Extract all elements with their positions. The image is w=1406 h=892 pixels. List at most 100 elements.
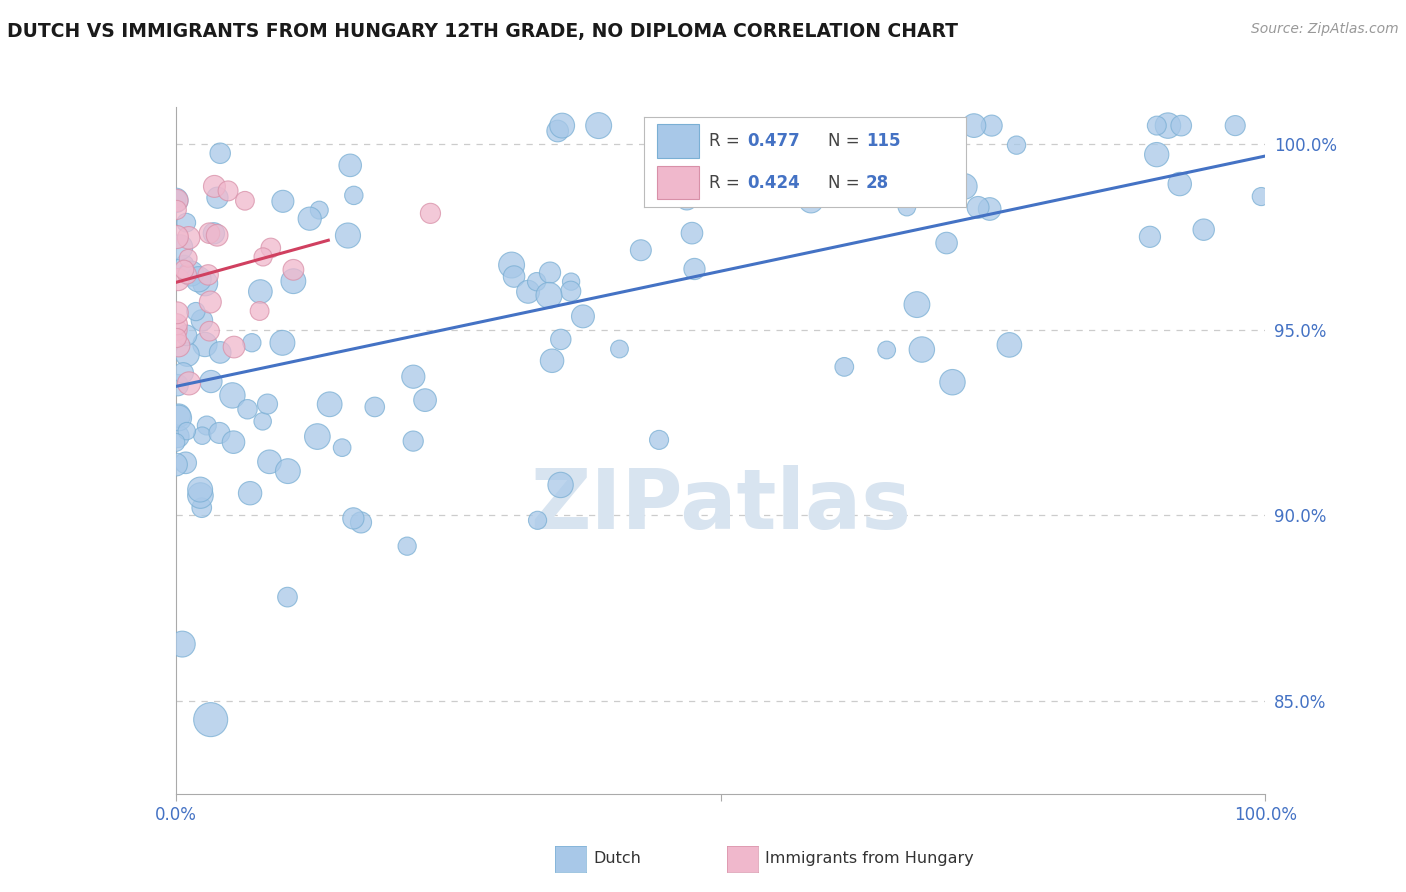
- Point: [166, 378, 188, 392]
- Point: [166, 192, 188, 206]
- Text: 0.477: 0.477: [747, 132, 800, 151]
- Text: N =: N =: [828, 174, 865, 192]
- Point: [259, 455, 281, 469]
- Point: [330, 441, 353, 455]
- Text: DUTCH VS IMMIGRANTS FROM HUNGARY 12TH GRADE, NO DIPLOMA CORRELATION CHART: DUTCH VS IMMIGRANTS FROM HUNGARY 12TH GR…: [7, 22, 957, 41]
- Point: [173, 258, 195, 272]
- Text: Dutch: Dutch: [593, 852, 641, 866]
- Point: [1192, 222, 1215, 236]
- Point: [413, 393, 436, 408]
- Point: [896, 200, 918, 214]
- Text: R =: R =: [709, 132, 745, 151]
- Point: [166, 429, 188, 443]
- Point: [200, 375, 222, 389]
- Point: [271, 194, 294, 209]
- Point: [503, 269, 526, 284]
- Point: [173, 262, 195, 277]
- Point: [180, 267, 202, 281]
- Point: [165, 194, 187, 208]
- Point: [550, 478, 572, 492]
- Point: [1005, 138, 1028, 153]
- Point: [195, 418, 218, 433]
- Point: [318, 397, 340, 411]
- Point: [547, 124, 569, 138]
- Point: [402, 434, 425, 449]
- Point: [194, 337, 217, 351]
- Bar: [657, 125, 699, 159]
- Point: [560, 284, 582, 298]
- Bar: [657, 166, 699, 200]
- Point: [1168, 177, 1191, 191]
- Point: [1146, 147, 1168, 161]
- Point: [271, 335, 294, 350]
- Point: [941, 375, 963, 389]
- Point: [276, 590, 298, 604]
- Text: N =: N =: [828, 132, 865, 151]
- Text: ZIPatlas: ZIPatlas: [530, 465, 911, 546]
- Point: [190, 489, 212, 503]
- Point: [197, 268, 219, 282]
- Point: [184, 304, 207, 318]
- Point: [176, 328, 198, 343]
- Point: [191, 428, 214, 442]
- Point: [953, 179, 976, 194]
- Point: [205, 228, 228, 243]
- Point: [167, 338, 190, 352]
- Point: [204, 179, 226, 194]
- Point: [233, 194, 256, 208]
- Point: [172, 366, 194, 380]
- Point: [166, 202, 188, 217]
- Point: [551, 119, 574, 133]
- Point: [364, 400, 387, 414]
- Point: [177, 252, 200, 266]
- Point: [283, 274, 305, 288]
- Point: [165, 435, 187, 450]
- Text: Immigrants from Hungary: Immigrants from Hungary: [765, 852, 973, 866]
- Point: [252, 250, 274, 264]
- Point: [339, 158, 361, 172]
- Point: [169, 240, 191, 254]
- Point: [1139, 229, 1161, 244]
- Point: [166, 331, 188, 345]
- Point: [176, 424, 198, 438]
- Point: [222, 340, 245, 354]
- Point: [283, 263, 305, 277]
- Point: [207, 191, 229, 205]
- Point: [343, 188, 366, 202]
- Text: R =: R =: [709, 174, 745, 192]
- Point: [800, 194, 823, 208]
- Point: [174, 216, 197, 230]
- Point: [191, 313, 214, 327]
- Point: [202, 227, 225, 241]
- Point: [166, 230, 188, 244]
- Point: [176, 347, 198, 361]
- Point: [609, 342, 631, 356]
- Point: [190, 500, 212, 515]
- Point: [198, 324, 221, 338]
- Point: [537, 288, 560, 302]
- Point: [200, 713, 222, 727]
- Point: [167, 411, 190, 425]
- Point: [260, 241, 283, 255]
- Point: [350, 516, 373, 530]
- Point: [194, 277, 217, 291]
- Point: [979, 202, 1001, 216]
- Point: [922, 146, 945, 161]
- Point: [935, 235, 957, 250]
- Point: [240, 335, 263, 350]
- Point: [588, 119, 610, 133]
- Point: [1250, 189, 1272, 203]
- Point: [681, 226, 703, 240]
- Point: [683, 262, 706, 277]
- Point: [166, 323, 188, 337]
- Point: [256, 397, 278, 411]
- Point: [572, 310, 595, 324]
- Point: [905, 297, 928, 311]
- Point: [209, 146, 232, 161]
- Text: 0.424: 0.424: [747, 174, 800, 192]
- Point: [176, 268, 198, 282]
- Point: [517, 285, 540, 299]
- Point: [541, 353, 564, 368]
- Text: 28: 28: [866, 174, 889, 192]
- Point: [832, 359, 855, 374]
